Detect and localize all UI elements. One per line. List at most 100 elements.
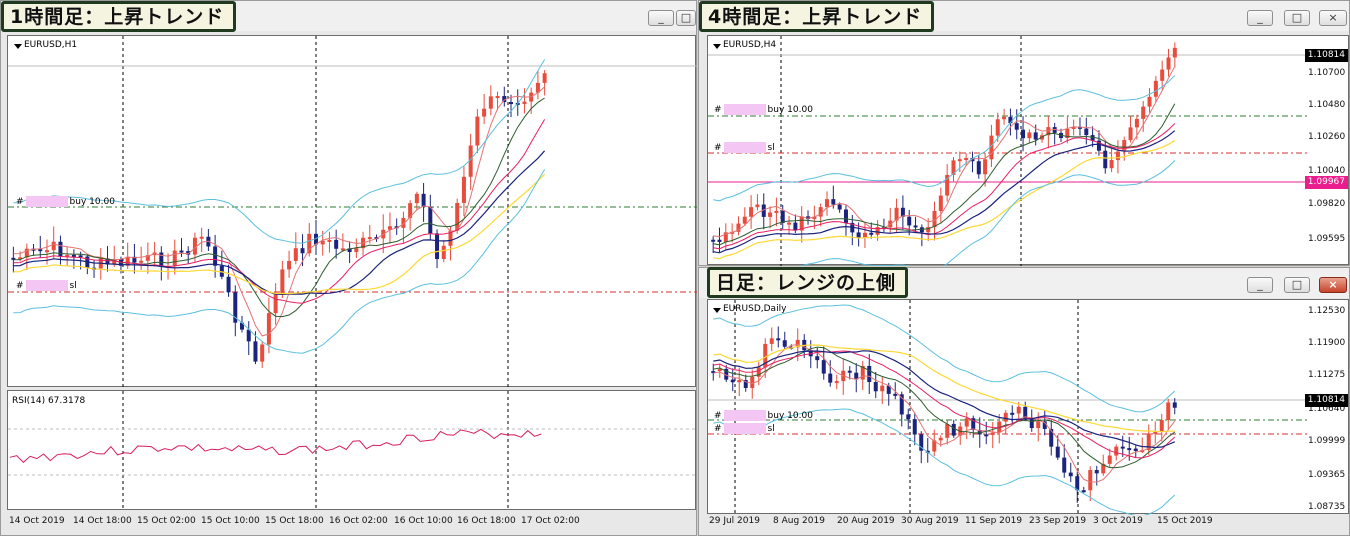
daily-time-label: 15 Oct 2019 bbox=[1157, 516, 1213, 526]
candle-body bbox=[11, 257, 16, 260]
candle-body bbox=[799, 216, 804, 231]
daily-time-label: 8 Aug 2019 bbox=[773, 516, 825, 526]
candle-body bbox=[1046, 127, 1051, 136]
candle-body bbox=[428, 206, 433, 234]
candle-body bbox=[1062, 457, 1067, 473]
candle-body bbox=[1071, 126, 1076, 129]
daily-time-label: 30 Aug 2019 bbox=[901, 516, 959, 526]
candle-body bbox=[1096, 140, 1101, 151]
candle-body bbox=[837, 204, 842, 210]
ma-slow bbox=[13, 150, 546, 296]
candle-body bbox=[880, 385, 885, 392]
daily-time-label: 23 Sep 2019 bbox=[1029, 516, 1087, 526]
bollinger-upper bbox=[713, 75, 1176, 202]
ma-pink bbox=[713, 350, 1176, 459]
daily-price-label: 1.08735 bbox=[1308, 502, 1346, 512]
candle-body bbox=[367, 237, 372, 240]
candle-body bbox=[769, 338, 774, 344]
daily-sl-level-label: # sl bbox=[714, 423, 775, 434]
candle-body bbox=[761, 204, 766, 217]
candle-body bbox=[957, 159, 962, 162]
candle-body bbox=[1049, 428, 1054, 447]
candle-body bbox=[273, 294, 278, 314]
candle-body bbox=[945, 423, 950, 438]
bollinger-upper bbox=[713, 304, 1176, 413]
candle-body bbox=[542, 73, 547, 83]
candle-body bbox=[78, 255, 83, 258]
candle-body bbox=[1055, 446, 1060, 458]
candle-body bbox=[774, 210, 779, 213]
candle-body bbox=[808, 350, 813, 357]
candle-body bbox=[172, 250, 177, 266]
h4-main-plot[interactable]: EURUSD,H4 # buy 10.00 # sl 1.10700 1.10480 1… bbox=[707, 35, 1349, 266]
candle-body bbox=[1010, 412, 1015, 415]
daily-minimize-button[interactable]: _ bbox=[1247, 277, 1273, 293]
h4-chart-window[interactable]: 4時間足：上昇トレンド _ □ × EURUSD,H4 # buy 10.00 #… bbox=[698, 0, 1350, 266]
h1-time-label: 14 Oct 2019 bbox=[9, 516, 65, 526]
h1-rsi-plot[interactable]: RSI(14) 67.3178 bbox=[7, 390, 697, 511]
h4-price-label: 1.09820 bbox=[1308, 199, 1346, 209]
candle-body bbox=[495, 96, 500, 99]
candle-body bbox=[1008, 116, 1013, 124]
candle-body bbox=[717, 368, 722, 372]
candle-body bbox=[886, 385, 891, 394]
candle-body bbox=[919, 434, 924, 451]
candle-body bbox=[347, 248, 352, 252]
candle-body bbox=[821, 360, 826, 374]
h1-time-label: 14 Oct 18:00 bbox=[73, 516, 132, 526]
candle-body bbox=[951, 423, 956, 436]
candle-body bbox=[834, 381, 839, 384]
h1-time-label: 16 Oct 10:00 bbox=[394, 516, 453, 526]
ma-yellow bbox=[713, 139, 1176, 260]
h1-time-label: 17 Oct 02:00 bbox=[521, 516, 580, 526]
candle-body bbox=[818, 207, 823, 217]
daily-candles-svg bbox=[708, 300, 1308, 515]
candle-body bbox=[711, 371, 716, 374]
candle-body bbox=[334, 239, 339, 249]
candle-body bbox=[795, 339, 800, 348]
candle-body bbox=[894, 207, 899, 221]
daily-time-label: 20 Aug 2019 bbox=[837, 516, 895, 526]
candle-body bbox=[854, 372, 859, 380]
h4-minimize-button[interactable]: _ bbox=[1247, 10, 1273, 26]
candle-body bbox=[1153, 80, 1158, 97]
ma-fast bbox=[713, 343, 1176, 483]
h4-maximize-button[interactable]: □ bbox=[1284, 10, 1310, 26]
h1-time-label: 15 Oct 18:00 bbox=[265, 516, 324, 526]
ma-medium bbox=[713, 103, 1176, 246]
candle-body bbox=[307, 233, 312, 254]
candle-body bbox=[1115, 151, 1120, 161]
ma-yellow bbox=[13, 173, 546, 295]
candle-body bbox=[226, 276, 231, 293]
candle-body bbox=[414, 193, 419, 204]
h4-symbol-label: EURUSD,H4 bbox=[723, 40, 777, 50]
candle-body bbox=[1084, 128, 1089, 136]
h1-main-plot[interactable]: EURUSD,H1 # buy 10.00 # sl bbox=[7, 35, 697, 388]
candle-body bbox=[260, 344, 265, 362]
h1-candles-svg bbox=[8, 36, 697, 388]
candle-body bbox=[724, 368, 729, 380]
candle-body bbox=[1153, 431, 1158, 434]
daily-maximize-button[interactable]: □ bbox=[1284, 277, 1310, 293]
h4-close-button[interactable]: × bbox=[1319, 10, 1347, 26]
daily-chart-window[interactable]: 日足：レンジの上側 _ □ × EURUSD,Daily # buy 10.00 … bbox=[698, 267, 1350, 536]
ma-slow bbox=[713, 130, 1176, 254]
daily-close-button[interactable]: × bbox=[1319, 277, 1347, 293]
masked-order-id bbox=[723, 423, 766, 434]
candle-body bbox=[145, 255, 150, 261]
candle-body bbox=[977, 429, 982, 435]
ma-pink bbox=[713, 123, 1176, 250]
h4-price-label: 1.10480 bbox=[1308, 100, 1346, 110]
daily-main-plot[interactable]: EURUSD,Daily # buy 10.00 # sl 1.12530 1.119… bbox=[707, 299, 1349, 515]
candle-body bbox=[186, 251, 191, 255]
candle-body bbox=[1103, 150, 1108, 169]
h1-chart-window[interactable]: 1時間足：上昇トレンド _ □ EURUSD,H1 # buy 10.00 # sl… bbox=[0, 0, 697, 536]
h1-maximize-button[interactable]: □ bbox=[676, 10, 696, 26]
candle-body bbox=[488, 96, 493, 109]
h1-sl-level-label: # sl bbox=[16, 280, 77, 291]
candle-body bbox=[860, 365, 865, 380]
candle-body bbox=[899, 394, 904, 415]
candle-body bbox=[105, 258, 110, 265]
candle-body bbox=[847, 370, 852, 373]
h1-minimize-button[interactable]: _ bbox=[648, 10, 674, 26]
